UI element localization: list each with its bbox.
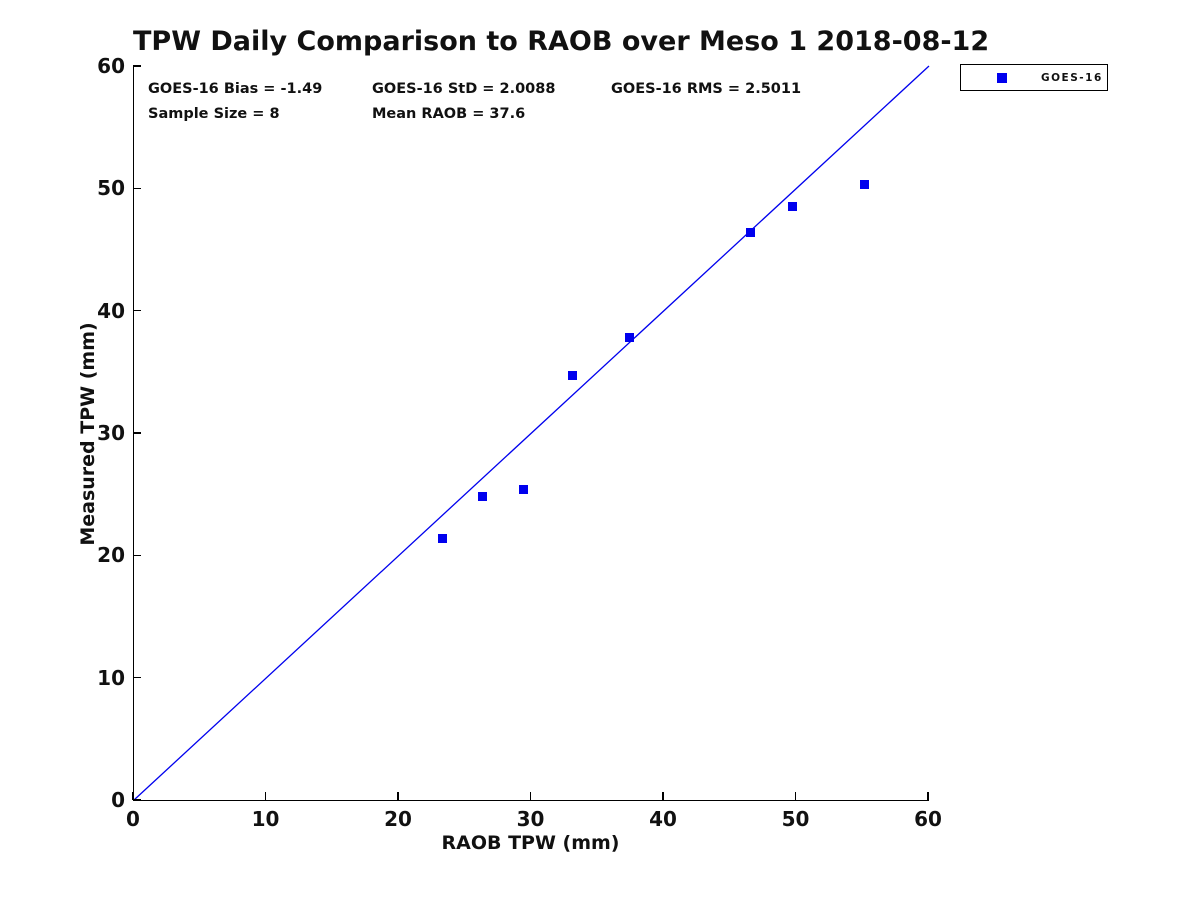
legend-label: GOES-16 xyxy=(1041,71,1103,84)
x-tick-mark xyxy=(529,792,532,800)
x-axis-label: RAOB TPW (mm) xyxy=(441,832,620,854)
data-point xyxy=(519,484,529,494)
x-tick-mark xyxy=(794,792,797,800)
y-tick-mark xyxy=(133,676,141,679)
data-point xyxy=(438,533,448,543)
y-tick-mark xyxy=(133,432,141,434)
annotation-sample-size: Sample Size = 8 xyxy=(148,106,280,122)
data-point xyxy=(568,371,578,380)
y-tick-label: 40 xyxy=(97,298,125,323)
x-tick-label: 60 xyxy=(914,807,942,831)
annotation-mean-raob: Mean RAOB = 37.6 xyxy=(372,106,526,122)
x-tick-label: 0 xyxy=(126,807,140,831)
x-tick-label: 30 xyxy=(516,807,545,831)
plot-area xyxy=(133,65,930,801)
y-tick-label: 20 xyxy=(97,543,125,568)
legend-marker-square-icon xyxy=(997,72,1007,83)
y-tick-label: 60 xyxy=(97,54,125,78)
y-tick-mark xyxy=(133,799,141,801)
annotation-std: GOES-16 StD = 2.0088 xyxy=(372,81,556,97)
x-tick-mark xyxy=(132,792,134,800)
x-tick-mark xyxy=(264,792,267,800)
chart-title: TPW Daily Comparison to RAOB over Meso 1… xyxy=(133,26,990,57)
x-tick-mark xyxy=(397,792,399,800)
legend: GOES-16 xyxy=(960,64,1108,91)
x-tick-mark xyxy=(927,792,929,800)
y-tick-label: 50 xyxy=(97,176,125,201)
identity-line xyxy=(133,65,930,801)
y-tick-label: 0 xyxy=(111,788,125,812)
y-tick-mark xyxy=(133,309,141,312)
annotation-bias: GOES-16 Bias = -1.49 xyxy=(148,81,323,97)
x-tick-mark xyxy=(662,792,664,800)
data-point xyxy=(788,202,798,212)
x-tick-label: 20 xyxy=(384,807,412,831)
annotation-rms: GOES-16 RMS = 2.5011 xyxy=(611,81,802,97)
y-axis-label: Measured TPW (mm) xyxy=(77,322,99,546)
data-point xyxy=(745,227,755,237)
y-tick-mark xyxy=(133,65,141,67)
x-tick-label: 50 xyxy=(781,807,810,831)
y-tick-mark xyxy=(133,554,141,557)
data-point xyxy=(859,180,869,190)
y-tick-label: 10 xyxy=(97,665,125,690)
x-tick-label: 40 xyxy=(649,807,677,831)
data-point xyxy=(477,492,487,502)
x-tick-label: 10 xyxy=(251,807,280,831)
data-point xyxy=(625,333,635,343)
y-tick-label: 30 xyxy=(97,421,125,445)
y-tick-mark xyxy=(133,187,141,190)
